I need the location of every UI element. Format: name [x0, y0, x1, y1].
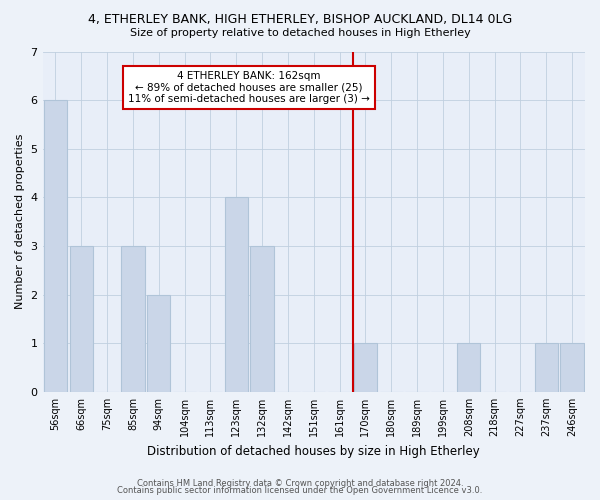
Text: 4, ETHERLEY BANK, HIGH ETHERLEY, BISHOP AUCKLAND, DL14 0LG: 4, ETHERLEY BANK, HIGH ETHERLEY, BISHOP … [88, 12, 512, 26]
Bar [121, 246, 145, 392]
Bar [44, 100, 67, 392]
Y-axis label: Number of detached properties: Number of detached properties [15, 134, 25, 310]
Bar [70, 246, 93, 392]
Text: Contains public sector information licensed under the Open Government Licence v3: Contains public sector information licen… [118, 486, 482, 495]
Bar [354, 343, 377, 392]
X-axis label: Distribution of detached houses by size in High Etherley: Distribution of detached houses by size … [148, 444, 480, 458]
Text: 4 ETHERLEY BANK: 162sqm
← 89% of detached houses are smaller (25)
11% of semi-de: 4 ETHERLEY BANK: 162sqm ← 89% of detache… [128, 71, 370, 104]
Text: Size of property relative to detached houses in High Etherley: Size of property relative to detached ho… [130, 28, 470, 38]
Bar [147, 294, 170, 392]
Bar [457, 343, 481, 392]
Bar [224, 198, 248, 392]
Text: Contains HM Land Registry data © Crown copyright and database right 2024.: Contains HM Land Registry data © Crown c… [137, 478, 463, 488]
Bar [560, 343, 584, 392]
Bar [535, 343, 558, 392]
Bar [250, 246, 274, 392]
